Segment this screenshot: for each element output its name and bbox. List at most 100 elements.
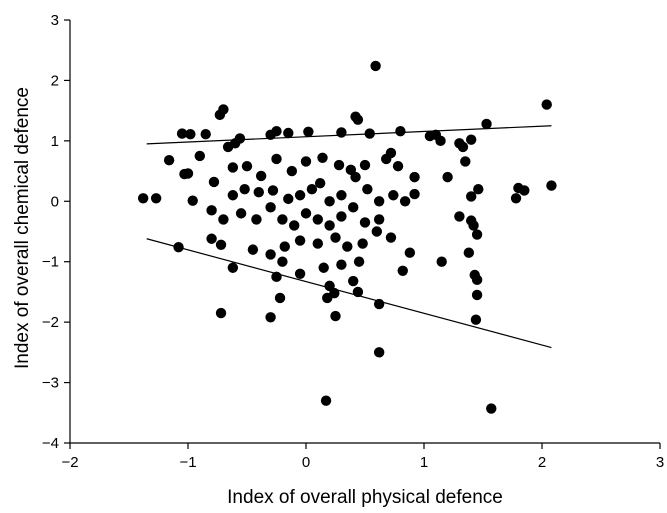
data-point — [392, 161, 404, 172]
data-point — [239, 184, 250, 195]
data-point — [179, 168, 190, 180]
data-point — [163, 154, 175, 166]
data-point — [185, 129, 196, 140]
data-point — [279, 241, 290, 252]
data-point — [454, 211, 465, 222]
data-point — [348, 275, 359, 287]
data-point — [486, 403, 497, 414]
data-point — [436, 256, 447, 267]
data-point — [137, 193, 149, 204]
data-point — [336, 127, 347, 138]
data-point — [317, 152, 328, 163]
x-tick-label: −2 — [61, 454, 78, 471]
data-point — [176, 128, 188, 139]
data-point — [471, 289, 483, 301]
data-point — [330, 310, 341, 322]
data-point — [357, 238, 368, 249]
data-point — [330, 232, 341, 243]
data-point — [277, 214, 288, 225]
data-point — [274, 292, 286, 304]
data-point — [541, 99, 552, 110]
data-point — [336, 211, 347, 222]
data-point — [471, 274, 483, 286]
data-point — [253, 187, 264, 198]
x-tick-label: −1 — [179, 454, 196, 471]
data-point — [227, 162, 239, 173]
data-point — [460, 156, 471, 167]
data-point — [362, 184, 373, 195]
data-point — [283, 193, 294, 205]
data-point — [359, 217, 371, 228]
data-point — [324, 196, 335, 207]
data-point — [312, 238, 323, 249]
data-point — [200, 129, 211, 140]
data-point — [251, 214, 262, 225]
data-point — [150, 193, 162, 204]
data-point — [215, 307, 227, 319]
data-point — [409, 188, 420, 200]
data-point — [218, 214, 229, 225]
trend-line — [146, 125, 552, 145]
data-point — [286, 165, 298, 177]
data-point — [473, 184, 484, 195]
data-point — [300, 156, 312, 167]
data-point — [371, 226, 382, 237]
trend-line — [146, 238, 552, 349]
data-point — [329, 287, 340, 299]
plot-area: −4 −3 −2 −1 0 1 2 3 −2 −1 0 1 2 3 — [42, 12, 664, 471]
data-point — [510, 193, 522, 204]
data-point — [227, 262, 239, 273]
data-point — [314, 177, 326, 189]
data-point — [373, 347, 385, 358]
y-tick-label: −3 — [42, 375, 59, 392]
data-point — [294, 235, 306, 246]
data-point — [312, 214, 323, 225]
data-point — [294, 268, 306, 279]
data-point — [214, 109, 226, 121]
y-tick-label: 2 — [51, 72, 59, 89]
data-point — [409, 171, 420, 183]
data-point — [350, 171, 361, 183]
x-tick-label: 3 — [656, 454, 664, 471]
y-axis-label: Index of overall chemical defence — [12, 87, 33, 369]
data-point — [215, 239, 227, 250]
data-point — [271, 271, 282, 283]
data-point — [320, 395, 332, 406]
data-point — [306, 184, 318, 195]
data-point — [255, 170, 267, 182]
data-point — [265, 312, 276, 323]
y-tick-label: 0 — [51, 193, 59, 210]
data-point — [283, 127, 294, 139]
data-point — [208, 176, 220, 188]
data-point — [265, 249, 276, 260]
y-tick-label: 3 — [51, 12, 59, 29]
x-tick-label: 0 — [302, 454, 310, 471]
data-point — [348, 202, 359, 213]
data-point — [519, 185, 530, 196]
data-point — [364, 128, 375, 139]
data-point — [442, 171, 453, 183]
data-point — [546, 180, 557, 191]
y-tick-label: −4 — [42, 435, 59, 452]
data-point — [435, 135, 446, 147]
data-point — [222, 141, 234, 153]
data-point — [397, 265, 408, 276]
y-tick-label: −2 — [42, 314, 59, 331]
data-point — [324, 220, 335, 231]
data-point — [352, 286, 364, 298]
data-point — [385, 232, 397, 243]
data-point — [471, 229, 483, 240]
data-point — [271, 153, 282, 165]
data-point — [373, 298, 385, 310]
data-point — [194, 150, 205, 162]
data-point — [241, 161, 253, 172]
data-point — [265, 129, 276, 141]
x-axis-label: Index of overall physical defence — [227, 487, 503, 508]
data-point — [318, 262, 329, 273]
data-point — [300, 208, 312, 219]
data-point — [277, 256, 288, 267]
data-point — [336, 259, 347, 270]
data-point — [265, 202, 276, 213]
